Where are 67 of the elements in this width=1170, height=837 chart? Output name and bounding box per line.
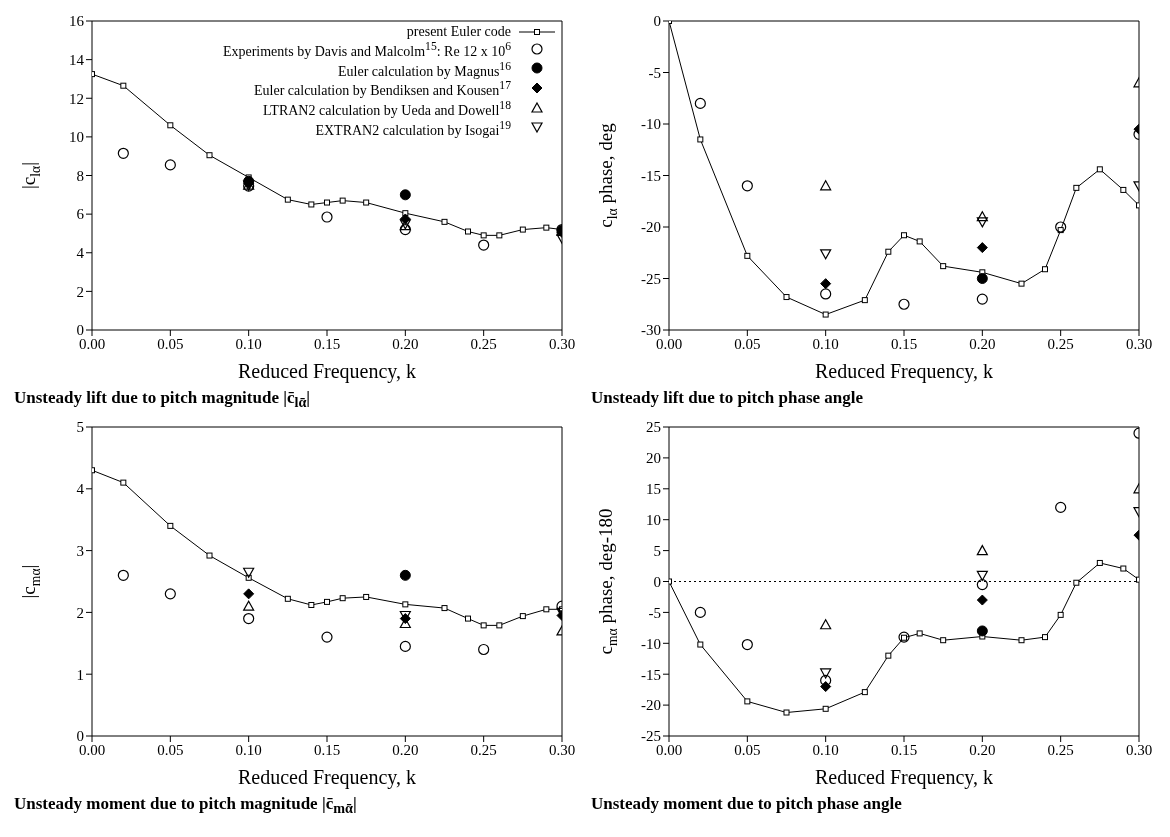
y-tick-label: 25: [646, 419, 661, 436]
y-tick-label: -15: [641, 666, 661, 683]
text: Unsteady moment due to pitch magnitude |c̄$_{mᾱ}$|: [13, 794, 358, 819]
x-tick-label: 0.15: [313, 335, 341, 352]
x-tick-label: 0.25: [1047, 335, 1074, 352]
legend-label: LTRAN2 calculation by Ueda and Dowell$^{18}$: [263, 98, 511, 118]
x-tick-label: 0.05: [157, 335, 184, 352]
x-axis-title: Reduced Frequency, k: [814, 360, 994, 383]
x-tick-label: 0.20: [969, 741, 996, 758]
y-tick-label: -25: [641, 270, 661, 287]
y-tick-label: 4: [76, 245, 85, 262]
text: Unsteady lift due to pitch magnitude |c̄$_{lᾱ}$|: [13, 388, 312, 413]
y-tick-label: 8: [76, 167, 84, 184]
y-tick-label: 20: [646, 450, 661, 467]
y-tick-label: 2: [76, 283, 84, 300]
y-tick-label: 14: [69, 51, 85, 68]
legend-label: present Euler code: [406, 24, 511, 39]
x-tick-label: 0.15: [890, 741, 918, 758]
x-tick-label: 0.25: [1047, 741, 1074, 758]
x-tick-label: 0.05: [734, 741, 761, 758]
x-axis-title: Reduced Frequency, k: [237, 766, 417, 789]
y-tick-label: 5: [653, 542, 661, 559]
y-tick-label: -5: [648, 64, 661, 81]
y-tick-label: 15: [646, 481, 661, 498]
x-tick-label: 0.20: [969, 335, 996, 352]
y-tick-label: 4: [76, 481, 85, 498]
x-axis-title: Reduced Frequency, k: [814, 766, 994, 789]
y-tick-label: 2: [76, 604, 84, 621]
x-tick-label: 0.20: [392, 335, 419, 352]
x-tick-label: 0.20: [392, 741, 419, 758]
y-tick-label: 16: [69, 13, 85, 30]
y-tick-label: -10: [641, 635, 661, 652]
x-tick-label: 0.15: [890, 335, 918, 352]
x-tick-label: 0.30: [1125, 335, 1153, 352]
y-tick-label: 0: [653, 13, 661, 30]
y-tick-label: 3: [76, 542, 84, 559]
text: Unsteady moment due to pitch phase angle: [590, 794, 903, 815]
legend-label: Euler calculation by Magnus$^{16}$: [338, 58, 511, 79]
x-tick-label: 0.30: [548, 741, 576, 758]
x-tick-label: 0.05: [734, 335, 761, 352]
x-tick-label: 0.10: [812, 741, 839, 758]
legend-label: Euler calculation by Bendiksen and Kousen$^{17}$: [254, 79, 511, 98]
x-tick-label: 0.30: [1125, 741, 1153, 758]
x-tick-label: 0.10: [812, 335, 839, 352]
y-tick-label: 0: [653, 573, 661, 590]
legend-label: Experiments by Davis and Malcolm$^{15}$: Re 12 x 10$^{6}$: [222, 39, 511, 59]
y-tick-label: 5: [76, 419, 84, 436]
legend-label: EXTRAN2 calculation by Isogai$^{19}$: [315, 118, 511, 138]
y-tick-label: -5: [648, 604, 661, 621]
x-tick-label: 0.15: [313, 741, 341, 758]
y-tick-label: 1: [76, 666, 84, 683]
y-tick-label: -10: [641, 116, 661, 133]
x-tick-label: 0.10: [235, 335, 262, 352]
x-tick-label: 0.05: [157, 741, 184, 758]
y-tick-label: -20: [641, 219, 661, 236]
y-tick-label: -15: [641, 167, 661, 184]
x-tick-label: 0.10: [235, 741, 262, 758]
y-tick-label: 10: [69, 129, 84, 146]
x-axis-title: Reduced Frequency, k: [237, 360, 417, 383]
y-tick-label: 10: [646, 512, 661, 529]
y-tick-label: -20: [641, 697, 661, 714]
x-tick-label: 0.25: [470, 335, 497, 352]
x-tick-label: 0.25: [470, 741, 497, 758]
y-tick-label: 12: [69, 90, 84, 107]
text: Unsteady lift due to pitch phase angle: [590, 388, 865, 409]
x-tick-label: 0.30: [548, 335, 576, 352]
y-tick-label: 6: [76, 206, 85, 223]
